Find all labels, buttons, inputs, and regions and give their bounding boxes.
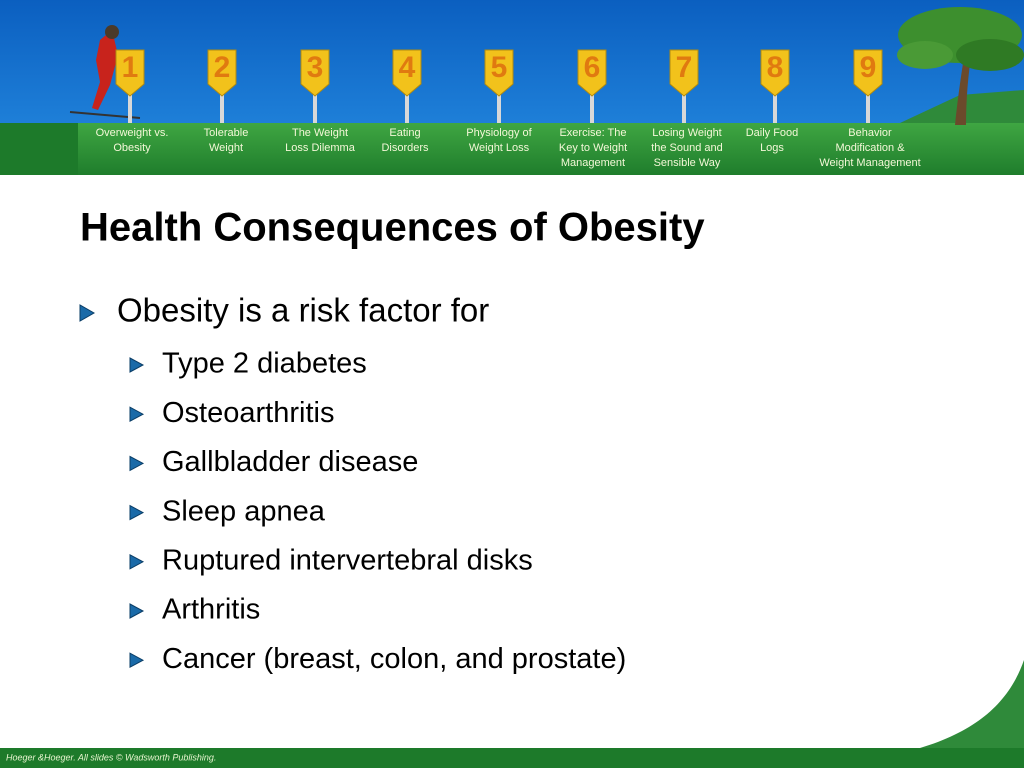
tree [897, 7, 1024, 125]
sign-number: 4 [399, 51, 416, 84]
sign-number: 2 [214, 51, 231, 84]
sign-pole [590, 90, 594, 123]
sign-number: 6 [584, 51, 601, 84]
nav-strip-left [0, 123, 78, 175]
nav-label: Weight Management [819, 157, 920, 169]
slide-title: Health Consequences of Obesity [80, 206, 705, 250]
nav-label: Losing Weight [652, 127, 722, 139]
nav-label: Obesity [113, 142, 151, 154]
subbullet-icon [129, 455, 145, 472]
nav-label: Loss Dilemma [285, 142, 356, 154]
sign [300, 49, 330, 97]
subbullet: Ruptured intervertebral disks [162, 544, 533, 576]
nav-label: Weight [209, 142, 243, 154]
subbullet: Type 2 diabetes [162, 348, 367, 380]
sign [115, 49, 145, 97]
footer-bar [0, 748, 1024, 768]
nav-label: Behavior [848, 127, 892, 139]
sign-number: 9 [860, 51, 877, 84]
sign-number: 7 [676, 51, 693, 84]
subbullet: Gallbladder disease [162, 446, 418, 478]
nav-item[interactable]: 7 Losing Weight the Sound and Sensible Way [651, 49, 723, 169]
nav-label: Weight Loss [469, 142, 530, 154]
nav-item[interactable]: 2 Tolerable Weight [204, 49, 249, 154]
subbullet: Osteoarthritis [162, 397, 334, 429]
nav-label: Overweight vs. [96, 127, 169, 139]
nav-label: Physiology of [466, 127, 532, 139]
nav-item[interactable]: 8 Daily Food Logs [746, 49, 799, 154]
subbullet-icon [129, 406, 145, 423]
bullet-icon [79, 304, 96, 322]
sign-pole [405, 90, 409, 123]
sign-pole [220, 90, 224, 123]
subbullet-icon [129, 553, 145, 570]
sign-number: 8 [767, 51, 784, 84]
nav-label: Logs [760, 142, 784, 154]
subbullet-icon [129, 504, 145, 521]
subbullet: Sleep apnea [162, 495, 326, 527]
sign-pole [497, 90, 501, 123]
swoosh [920, 660, 1024, 748]
sign-pole [773, 90, 777, 123]
sign-number: 3 [307, 51, 324, 84]
nav-label: The Weight [292, 127, 348, 139]
sign [853, 49, 883, 97]
nav-label: Tolerable [204, 127, 249, 139]
subbullet: Cancer (breast, colon, and prostate) [162, 643, 626, 675]
nav-item[interactable]: 9 Behavior Modification & Weight Management [819, 49, 921, 169]
sign [669, 49, 699, 97]
sign [484, 49, 514, 97]
nav-label: the Sound and [651, 142, 723, 154]
nav-label: Modification & [835, 142, 905, 154]
sign-number: 1 [122, 51, 139, 84]
sign [392, 49, 422, 97]
nav-label: Management [561, 157, 625, 169]
nav-label: Sensible Way [654, 157, 721, 169]
bullet: Obesity is a risk factor for [117, 292, 489, 329]
nav-item[interactable]: 4 Eating Disorders [381, 49, 429, 154]
nav-label: Daily Food [746, 127, 799, 139]
footer-text: Hoeger &Hoeger. All slides © Wadsworth P… [6, 752, 216, 762]
subbullet: Arthritis [162, 594, 260, 626]
nav-label: Disorders [381, 142, 429, 154]
subbullet-icon [129, 652, 145, 669]
sign-pole [682, 90, 686, 123]
nav-label: Exercise: The [559, 127, 626, 139]
sign [577, 49, 607, 97]
sign [207, 49, 237, 97]
sign-pole [128, 90, 132, 123]
sign-pole [313, 90, 317, 123]
subbullet-icon [129, 357, 145, 373]
nav: 1 Overweight vs. Obesity 2 Tolerable Weight 3 T… [96, 49, 921, 169]
nav-item[interactable]: 6 Exercise: The Key to Weight Management [559, 49, 627, 169]
sign-number: 5 [491, 51, 508, 84]
subbullets: Type 2 diabetes Osteoarthritis Gallbladder… [129, 348, 626, 675]
sign-pole [866, 90, 870, 123]
nav-item[interactable]: 1 Overweight vs. Obesity [96, 49, 169, 154]
nav-label: Key to Weight [559, 142, 627, 154]
nav-strip [0, 123, 1024, 175]
nav-item[interactable]: 3 The Weight Loss Dilemma [285, 49, 356, 154]
sign [760, 49, 790, 97]
subbullet-icon [129, 603, 145, 619]
nav-label: Eating [389, 127, 420, 139]
nav-item[interactable]: 5 Physiology of Weight Loss [466, 49, 533, 154]
